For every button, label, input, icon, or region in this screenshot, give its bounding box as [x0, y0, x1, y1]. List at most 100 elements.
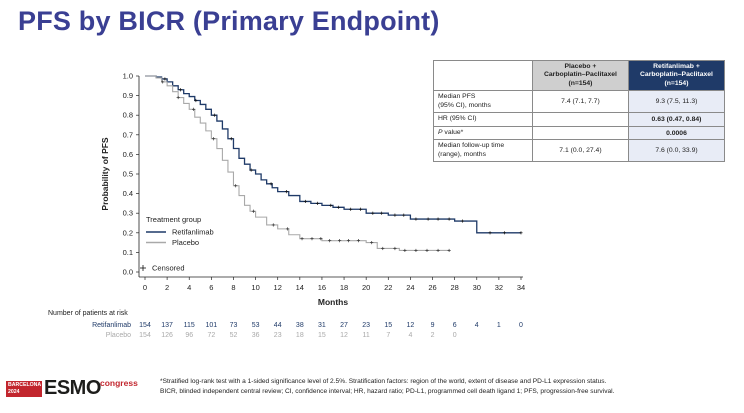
- logo-city-box: BARCELONA 2024: [6, 381, 42, 397]
- series-line-placebo: [145, 75, 450, 251]
- stats-header-placebo-l2: Carboplatin–Paclitaxel: [543, 71, 617, 79]
- legend-censored: Censored: [152, 264, 185, 273]
- stats-label-p-rest: value*: [442, 128, 464, 136]
- y-tick-label: 0.6: [123, 150, 133, 159]
- footnote: *Stratified log-rank test with a 1-sided…: [160, 377, 740, 396]
- risk-count: 1: [497, 322, 501, 329]
- stats-value-retifanlimab: 0.0006: [627, 125, 726, 141]
- stats-label-l2: (range), months: [438, 150, 486, 158]
- stats-value-placebo: 7.4 (7.1, 7.7): [531, 90, 629, 114]
- risk-count: 12: [340, 332, 348, 339]
- y-tick-label: 0.4: [123, 189, 133, 198]
- stats-row-median-pfs: Median PFS (95% CI), months 7.4 (7.1, 7.…: [433, 90, 726, 114]
- x-tick-label: 34: [517, 283, 525, 292]
- y-tick-label: 1.0: [123, 72, 133, 81]
- x-tick-label: 8: [231, 283, 235, 292]
- x-tick-label: 16: [318, 283, 326, 292]
- x-tick-label: 28: [450, 283, 458, 292]
- risk-count: 12: [407, 322, 415, 329]
- stats-header-ret-l3: (n=154): [664, 79, 689, 87]
- x-tick-label: 12: [274, 283, 282, 292]
- stats-value-placebo: 7.1 (0.0, 27.4): [531, 139, 629, 163]
- risk-count: 31: [318, 322, 326, 329]
- stats-label-l1: Median PFS: [438, 93, 476, 101]
- x-tick-label: 32: [495, 283, 503, 292]
- y-tick-label: 0.8: [123, 111, 133, 120]
- stats-value-placebo: [531, 112, 629, 127]
- risk-table-title: Number of patients at risk: [48, 310, 128, 317]
- stats-row-label: P value*: [433, 125, 533, 141]
- chart-censor-marks: [161, 77, 523, 253]
- risk-count: 9: [431, 322, 435, 329]
- risk-count: 96: [185, 332, 193, 339]
- footnote-line-2: BICR, blinded independent central review…: [160, 387, 615, 395]
- stats-row-label: HR (95% CI): [433, 112, 533, 127]
- stats-row-hr: HR (95% CI) 0.63 (0.47, 0.84): [433, 112, 726, 127]
- stats-header-ret-l1: Retifanlimab +: [653, 63, 700, 70]
- risk-count: 4: [475, 322, 479, 329]
- risk-count: 2: [431, 332, 435, 339]
- risk-count: 18: [296, 332, 304, 339]
- x-tick-label: 18: [340, 283, 348, 292]
- risk-count: 15: [318, 332, 326, 339]
- stats-label-p: P: [438, 128, 443, 136]
- risk-count: 126: [161, 332, 173, 339]
- stats-value-placebo: [531, 125, 629, 141]
- logo-year: 2024: [8, 389, 20, 395]
- stats-label-l1: Median follow-up time: [438, 142, 505, 150]
- esmo-logo: BARCELONA 2024 ESMO congress: [0, 374, 150, 404]
- risk-count: 36: [252, 332, 260, 339]
- risk-count: 38: [296, 322, 304, 329]
- stats-header-placebo-l3: (n=154): [568, 79, 593, 87]
- stats-value-retifanlimab: 7.6 (0.0, 33.9): [627, 139, 726, 163]
- stats-row-p-value: P value* 0.0006: [433, 125, 726, 141]
- x-tick-label: 6: [209, 283, 213, 292]
- risk-count: 115: [184, 322, 195, 329]
- risk-count: 52: [230, 332, 238, 339]
- risk-count: 6: [453, 322, 457, 329]
- x-tick-label: 10: [251, 283, 259, 292]
- stats-header-placebo: Placebo + Carboplatin–Paclitaxel (n=154): [531, 59, 629, 92]
- y-tick-label: 0.7: [123, 130, 133, 139]
- risk-count: 7: [386, 332, 390, 339]
- y-tick-label: 0.1: [123, 248, 133, 257]
- risk-count: 0: [453, 332, 457, 339]
- legend-entry-retifanlimab: Retifanlimab: [172, 228, 214, 237]
- risk-row-label: Retifanlimab: [92, 322, 131, 329]
- risk-count: 11: [363, 332, 370, 339]
- series-line-retifanlimab: [145, 75, 521, 234]
- x-tick-label: 20: [362, 283, 370, 292]
- y-tick-label: 0.5: [123, 170, 133, 179]
- risk-row-label: Placebo: [106, 332, 131, 339]
- risk-count: 0: [519, 322, 523, 329]
- x-tick-label: 22: [384, 283, 392, 292]
- risk-count: 53: [252, 322, 260, 329]
- risk-count: 154: [139, 332, 151, 339]
- risk-count: 137: [161, 322, 173, 329]
- risk-count: 154: [139, 322, 151, 329]
- risk-count: 44: [274, 322, 282, 329]
- x-tick-label: 2: [165, 283, 169, 292]
- stats-header-ret-l2: Carboplatin–Paclitaxel: [640, 71, 713, 79]
- logo-congress: congress: [100, 378, 138, 388]
- x-axis-title: Months: [318, 297, 348, 307]
- y-tick-label: 0.3: [123, 209, 133, 218]
- risk-count: 4: [408, 332, 412, 339]
- y-axis-title: Probability of PFS: [100, 137, 110, 211]
- stats-value-retifanlimab: 0.63 (0.47, 0.84): [627, 112, 726, 127]
- risk-count: 72: [207, 332, 215, 339]
- risk-count: 73: [230, 322, 238, 329]
- x-tick-label: 0: [143, 283, 147, 292]
- legend-entry-placebo: Placebo: [172, 238, 199, 247]
- page-title: PFS by BICR (Primary Endpoint): [18, 6, 440, 36]
- stats-header-placebo-l1: Placebo +: [564, 63, 597, 70]
- stats-row-label: Median follow-up time (range), months: [433, 139, 533, 163]
- risk-count: 15: [384, 322, 392, 329]
- legend-title: Treatment group: [146, 215, 201, 224]
- stats-row-label: Median PFS (95% CI), months: [433, 90, 533, 114]
- x-tick-label: 14: [296, 283, 304, 292]
- risk-count: 27: [340, 322, 348, 329]
- y-tick-label: 0.9: [123, 91, 133, 100]
